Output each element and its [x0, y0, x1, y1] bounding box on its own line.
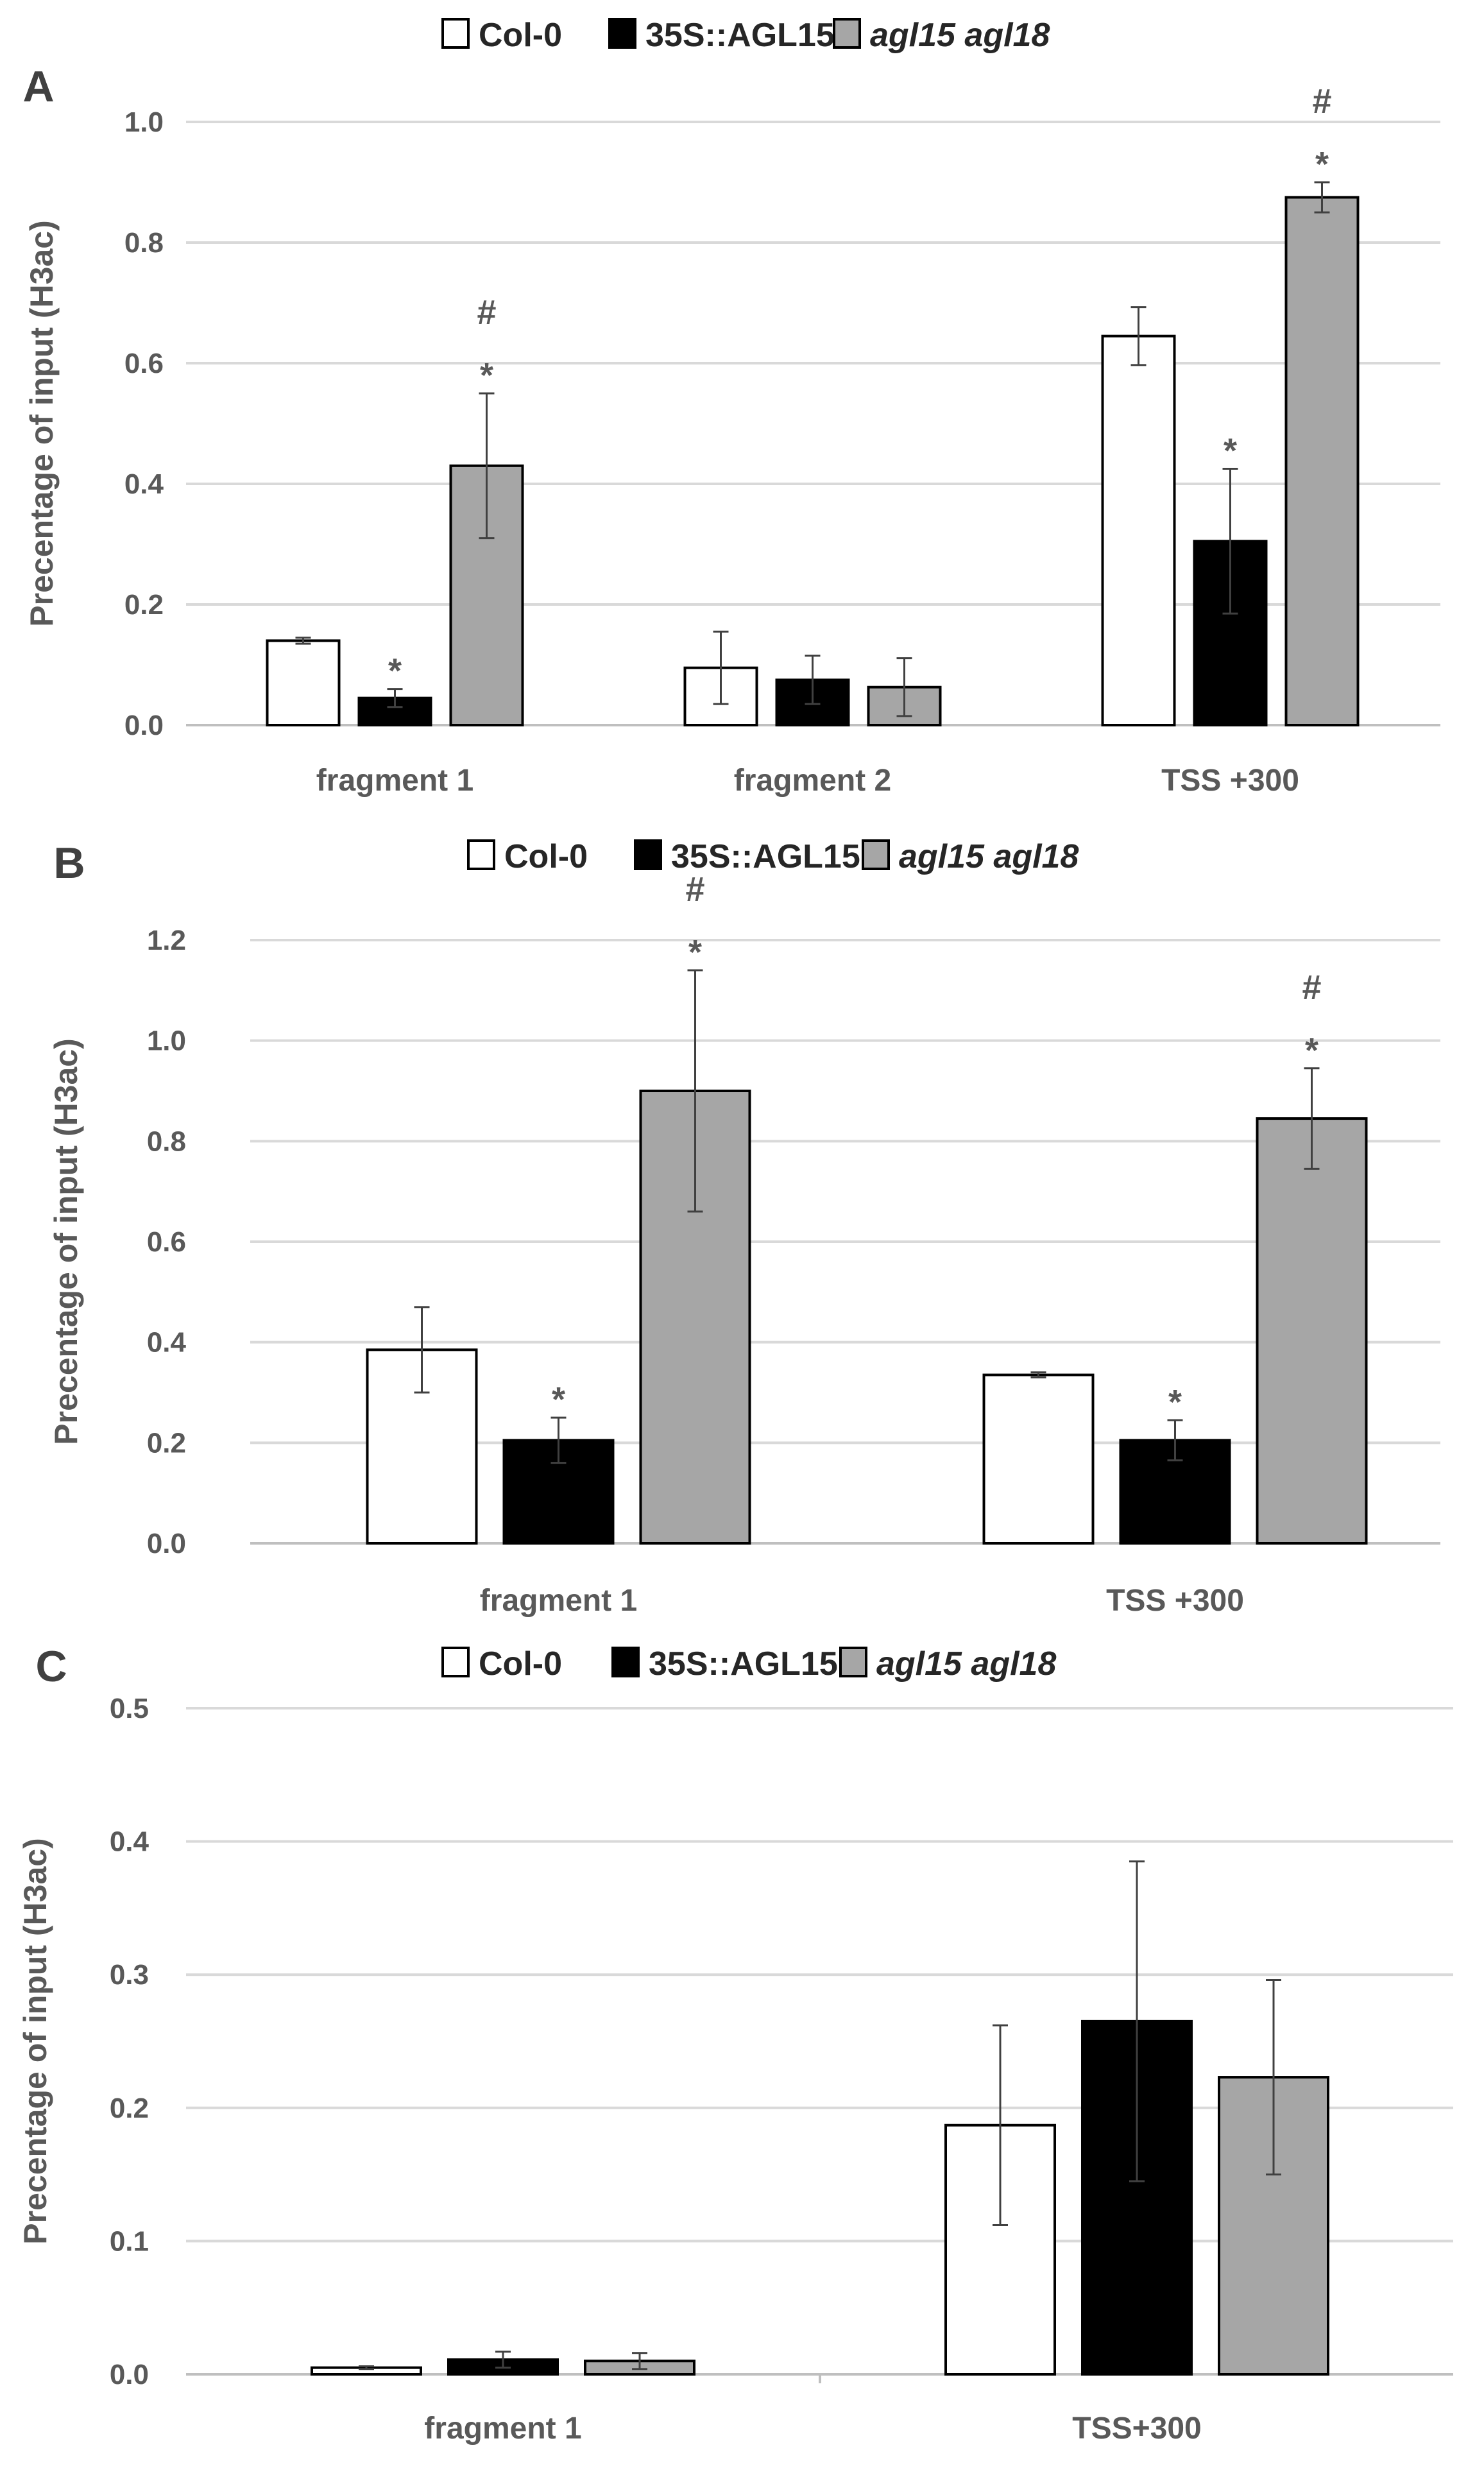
x-category-label: TSS +300 [1106, 1584, 1244, 1618]
x-category-label: TSS+300 [1072, 2412, 1201, 2446]
error-bar [414, 1306, 430, 1394]
y-tick-label: 0.3 [110, 1959, 149, 1991]
error-bar [896, 657, 912, 717]
legend-swatch-2 [839, 1647, 867, 1677]
y-axis-label: Precentage of input (H3ac) [48, 1038, 84, 1444]
y-tick-label: 0.2 [147, 1427, 186, 1459]
error-bar [632, 2352, 647, 2370]
bar [1284, 196, 1360, 726]
significance-asterisk: * [388, 652, 402, 690]
y-tick-label: 0.2 [124, 589, 164, 621]
legend-label-2: agl15 agl18 [870, 17, 1050, 54]
bar [1101, 334, 1176, 726]
legend-swatch-0 [441, 1647, 470, 1677]
error-bar [1130, 306, 1147, 366]
legend-label-0: Col-0 [479, 1645, 562, 1683]
significance-asterisk: * [1224, 432, 1237, 470]
y-tick-label: 0.0 [124, 710, 164, 741]
y-tick-label: 0.4 [124, 468, 164, 500]
legend-swatch-1 [611, 1647, 640, 1677]
significance-hash: # [685, 870, 704, 909]
y-axis-label: Precentage of input (H3ac) [17, 1838, 53, 2244]
x-category-label: fragment 1 [424, 2412, 581, 2446]
error-bar [1167, 1419, 1183, 1462]
bar [1256, 1117, 1368, 1545]
error-bar [713, 630, 729, 705]
significance-asterisk: * [1168, 1383, 1182, 1421]
legend-label-2: agl15 agl18 [876, 1645, 1056, 1683]
error-bar [1314, 181, 1330, 214]
legend-swatch-1 [634, 839, 662, 870]
y-tick-label: 0.0 [110, 2359, 149, 2390]
significance-asterisk: * [1315, 145, 1329, 184]
error-bar [359, 2365, 374, 2370]
legend: Col-0 35S::AGL15 agl15 agl18 [441, 17, 1050, 54]
error-bar [495, 2351, 511, 2369]
bar [266, 639, 341, 727]
error-bar [295, 637, 311, 645]
error-bar [1030, 1371, 1046, 1378]
significance-asterisk: * [1305, 1031, 1318, 1070]
legend-swatch-2 [862, 839, 890, 870]
panel-label: C [35, 1642, 67, 1691]
y-tick-label: 0.2 [110, 2093, 149, 2124]
x-category-label: fragment 1 [480, 1584, 637, 1618]
y-tick-label: 0.8 [124, 227, 164, 259]
y-tick-label: 0.5 [110, 1693, 149, 1724]
y-tick-label: 1.0 [147, 1025, 186, 1057]
error-bar [387, 688, 403, 708]
y-tick-label: 0.4 [110, 1826, 149, 1858]
x-category-label: TSS +300 [1161, 764, 1299, 798]
y-tick-label: 1.0 [124, 107, 164, 138]
x-category-label: fragment 1 [316, 764, 473, 798]
error-bar [479, 392, 495, 540]
legend-swatch-0 [441, 18, 470, 49]
y-tick-label: 0.6 [124, 348, 164, 379]
error-bar [1266, 1979, 1281, 2176]
legend-label-2: agl15 agl18 [899, 838, 1079, 875]
legend-label-1: 35S::AGL15 [671, 838, 860, 875]
y-tick-label: 0.0 [147, 1528, 186, 1559]
significance-asterisk: * [480, 356, 493, 395]
error-bar [1222, 468, 1238, 615]
error-bar [805, 655, 821, 705]
significance-asterisk: * [552, 1380, 565, 1419]
error-bar [687, 969, 703, 1213]
legend: Col-0 35S::AGL15 agl15 agl18 [467, 838, 1079, 875]
legend-label-1: 35S::AGL15 [645, 17, 835, 54]
error-bar [1129, 1860, 1145, 2182]
legend-swatch-0 [467, 839, 495, 870]
y-tick-label: 0.1 [110, 2225, 149, 2257]
panel-label: A [22, 62, 54, 111]
y-tick-label: 0.8 [147, 1126, 186, 1157]
panel-label: B [53, 839, 85, 887]
y-tick-label: 0.4 [147, 1327, 187, 1358]
legend-swatch-1 [608, 18, 636, 49]
error-bar [1304, 1067, 1320, 1170]
legend-label-0: Col-0 [504, 838, 588, 875]
y-tick-label: 0.6 [147, 1226, 186, 1258]
legend: Col-0 35S::AGL15 agl15 agl18 [441, 1645, 1056, 1683]
significance-hash: # [1312, 82, 1331, 121]
legend-swatch-2 [833, 18, 861, 49]
y-tick-label: 1.2 [147, 925, 186, 956]
error-bar [550, 1416, 567, 1464]
error-bar [993, 2024, 1008, 2226]
legend-label-0: Col-0 [479, 17, 562, 54]
bar [982, 1373, 1095, 1545]
significance-hash: # [477, 293, 496, 332]
x-category-label: fragment 2 [734, 764, 891, 798]
legend-label-1: 35S::AGL15 [649, 1645, 838, 1683]
y-axis-label: Precentage of input (H3ac) [24, 220, 60, 626]
significance-hash: # [1302, 968, 1321, 1007]
significance-asterisk: * [688, 933, 702, 972]
